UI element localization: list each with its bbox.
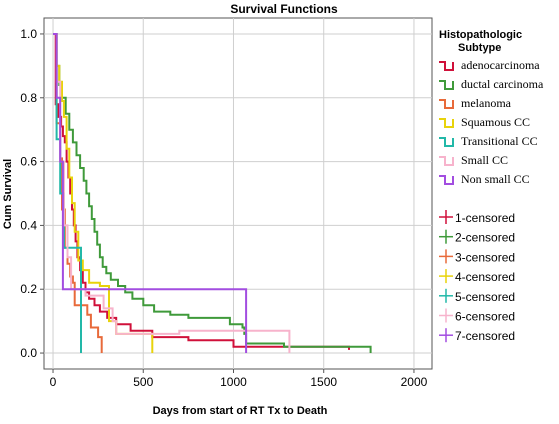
legend-label-4: Squamous CC bbox=[461, 115, 530, 129]
survival-curve-4 bbox=[53, 33, 154, 353]
legend-label-2: ductal carcinoma bbox=[461, 77, 544, 91]
survival-curve-7 bbox=[53, 33, 248, 353]
chart-title: Survival Functions bbox=[230, 2, 338, 16]
plot-area bbox=[43, 17, 433, 370]
legend-step-icon-7 bbox=[439, 175, 454, 185]
y-tick-label: 0.2 bbox=[20, 282, 37, 296]
legend-censored-label-6: 6-censored bbox=[455, 310, 515, 324]
legend-label-6: Small CC bbox=[461, 153, 508, 167]
x-tick-label: 2000 bbox=[401, 375, 428, 389]
legend-step-icon-5 bbox=[439, 137, 454, 147]
legend-censored-label-5: 5-censored bbox=[455, 290, 515, 304]
y-tick-label: 0.4 bbox=[20, 218, 37, 232]
x-tick-label: 0 bbox=[50, 375, 57, 389]
legend-step-icon-2 bbox=[439, 80, 454, 90]
y-tick-label: 0.0 bbox=[20, 346, 37, 360]
survival-curves bbox=[53, 33, 372, 353]
axis-ticks: 0.0 0.2 0.4 0.6 0.8 1.0 0 500 1000 1500 2000 bbox=[20, 27, 427, 389]
legend-label-7: Non small CC bbox=[461, 172, 530, 186]
legend-censored-label-2: 2-censored bbox=[455, 231, 515, 245]
legend-title-line2: Subtype bbox=[458, 42, 501, 54]
y-tick-label: 0.8 bbox=[20, 91, 37, 105]
legend-step-icon-6 bbox=[439, 156, 454, 166]
x-axis-title: Days from start of RT Tx to Death bbox=[153, 405, 328, 417]
y-tick-label: 0.6 bbox=[20, 155, 37, 169]
y-tick-label: 1.0 bbox=[20, 27, 37, 41]
survival-curve-2 bbox=[53, 33, 372, 353]
legend-title-line1: Histopathologic bbox=[439, 29, 522, 41]
x-tick-label: 500 bbox=[133, 375, 153, 389]
y-axis-title: Cum Survival bbox=[2, 159, 14, 229]
legend-label-1: adenocarcinoma bbox=[461, 58, 540, 72]
legend-step-icon-1 bbox=[439, 61, 454, 71]
legend-step-icon-4 bbox=[439, 118, 454, 128]
legend-step-icon-3 bbox=[439, 99, 454, 109]
legend-censored-label-3: 3-censored bbox=[455, 250, 515, 264]
legend-label-5: Transitional CC bbox=[461, 134, 538, 148]
x-tick-label: 1500 bbox=[310, 375, 337, 389]
legend-censored-label-1: 1-censored bbox=[455, 211, 515, 225]
legend-censored-label-7: 7-censored bbox=[455, 329, 515, 343]
legend-label-3: melanoma bbox=[461, 96, 512, 110]
legend-censored-label-4: 4-censored bbox=[455, 270, 515, 284]
x-tick-label: 1000 bbox=[220, 375, 247, 389]
